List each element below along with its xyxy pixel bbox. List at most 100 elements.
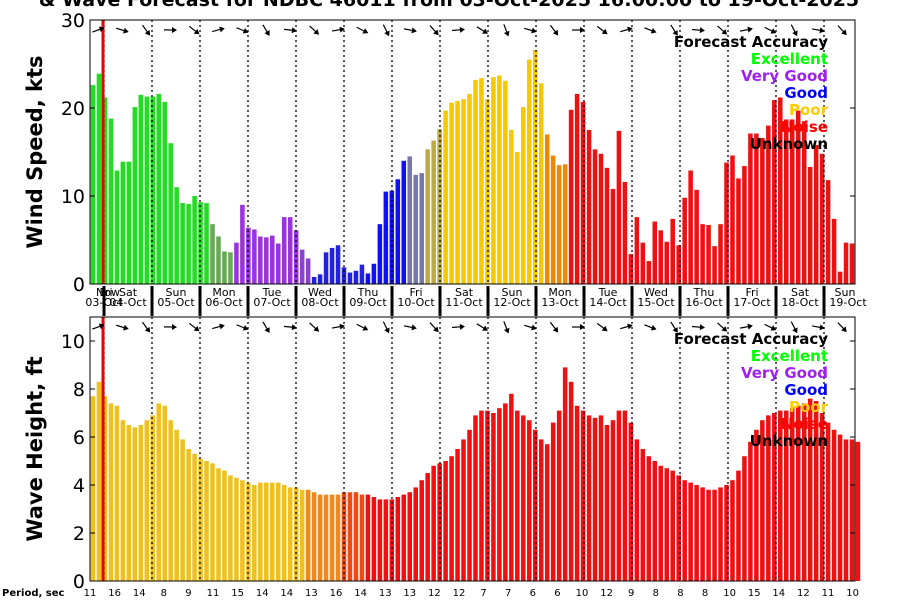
wind-bar bbox=[784, 119, 789, 284]
wind-bar bbox=[538, 83, 544, 284]
wave-bar bbox=[138, 425, 144, 581]
date-label: 08-Oct bbox=[301, 296, 339, 309]
wave-bar bbox=[359, 494, 365, 581]
wave-bar bbox=[628, 422, 634, 581]
date-label: 12-Oct bbox=[493, 296, 531, 309]
wind-bar bbox=[264, 237, 269, 284]
y-tick-label: 10 bbox=[61, 186, 85, 208]
wave-bar bbox=[419, 480, 424, 581]
wave-bar bbox=[724, 485, 729, 581]
date-separator bbox=[438, 286, 442, 316]
wind-direction-arrow bbox=[382, 321, 390, 334]
wave-bar bbox=[180, 439, 185, 581]
wind-direction-arrow bbox=[236, 27, 249, 34]
wind-bar bbox=[622, 181, 628, 284]
wave-bar bbox=[455, 449, 460, 581]
wind-bar bbox=[275, 243, 281, 284]
wave-bar bbox=[264, 482, 269, 581]
wind-bar bbox=[299, 249, 305, 284]
date-label: 06-Oct bbox=[205, 296, 243, 309]
wave-bar bbox=[646, 456, 652, 581]
wave-bar bbox=[580, 410, 586, 581]
wave-bar bbox=[682, 480, 687, 581]
wave-bar bbox=[335, 494, 341, 581]
wave-bar bbox=[556, 410, 562, 581]
wind-direction-arrow bbox=[283, 324, 297, 331]
day-name-label: Fri bbox=[409, 286, 422, 299]
wave-bar bbox=[270, 482, 275, 581]
wind-direction-arrow bbox=[451, 323, 465, 330]
period-value: 14 bbox=[280, 588, 293, 599]
period-value: 12 bbox=[428, 588, 441, 599]
wave-bar bbox=[485, 410, 490, 581]
wind-bar bbox=[132, 107, 138, 285]
wave-bar bbox=[700, 487, 705, 581]
wave-bar bbox=[186, 449, 191, 581]
wave-bar bbox=[819, 413, 825, 581]
wave-bar bbox=[527, 420, 532, 581]
wind-direction-arrow bbox=[549, 24, 559, 36]
wind-direction-arrow bbox=[837, 322, 847, 333]
wave-bar bbox=[574, 405, 580, 581]
wind-direction-arrow bbox=[262, 321, 270, 334]
wind-bar bbox=[270, 235, 275, 284]
wind-bar bbox=[532, 49, 538, 284]
wind-bar bbox=[766, 125, 771, 284]
wave-bar bbox=[736, 470, 741, 581]
legend-item: Unknown bbox=[750, 432, 828, 450]
wind-bar bbox=[425, 149, 430, 284]
wind-direction-arrow bbox=[309, 25, 320, 35]
wind-direction-arrow bbox=[476, 26, 488, 34]
day-name-label: Wed bbox=[308, 286, 332, 299]
wave-bar bbox=[532, 429, 538, 581]
date-separator bbox=[150, 286, 154, 316]
wave-bar bbox=[222, 470, 227, 581]
wind-direction-arrow bbox=[309, 322, 320, 332]
wave-bar bbox=[843, 439, 849, 581]
wind-direction-arrow bbox=[549, 321, 559, 333]
wave-bar bbox=[293, 487, 299, 581]
date-label: 09-Oct bbox=[349, 296, 387, 309]
wave-bar bbox=[96, 381, 102, 581]
wave-bar bbox=[712, 489, 717, 581]
y-axis-label: Wind Speed, kts bbox=[23, 55, 47, 248]
period-value: 13 bbox=[379, 588, 392, 599]
wind-bar bbox=[305, 258, 311, 284]
wave-bar bbox=[473, 415, 478, 581]
period-value: 12 bbox=[600, 588, 613, 599]
wind-bar bbox=[383, 191, 389, 284]
wind-bar bbox=[544, 134, 550, 284]
wind-direction-arrow bbox=[837, 25, 847, 36]
wind-bar bbox=[461, 99, 466, 284]
period-value: 14 bbox=[772, 588, 785, 599]
wind-bar bbox=[186, 203, 191, 284]
wind-bar bbox=[670, 218, 675, 284]
legend-item: Poor bbox=[789, 101, 829, 119]
wave-bar bbox=[275, 482, 281, 581]
wind-bar bbox=[742, 166, 747, 284]
day-name-label: Sun bbox=[835, 286, 856, 299]
wind-bar bbox=[503, 80, 508, 284]
period-value: 8 bbox=[161, 588, 167, 599]
wind-bar bbox=[807, 166, 813, 284]
wind-bar bbox=[574, 93, 580, 284]
period-value: 15 bbox=[748, 588, 761, 599]
wave-bar bbox=[341, 492, 347, 581]
plot-frame bbox=[89, 316, 856, 582]
wind-bar bbox=[640, 242, 646, 284]
wave-bar bbox=[240, 480, 245, 581]
day-name-label: Sun bbox=[166, 286, 187, 299]
wave-bar bbox=[371, 497, 377, 581]
wind-bar bbox=[413, 174, 418, 284]
date-label: 05-Oct bbox=[157, 296, 195, 309]
wave-bar bbox=[479, 410, 484, 581]
wave-bar bbox=[515, 410, 520, 581]
now-label: Now bbox=[96, 286, 120, 299]
wave-bar bbox=[801, 403, 807, 581]
wind-bar bbox=[736, 178, 741, 284]
wave-bar bbox=[789, 408, 795, 581]
wind-direction-arrow bbox=[283, 27, 297, 34]
wind-bar bbox=[479, 78, 484, 284]
wind-bar bbox=[592, 149, 598, 284]
wind-bar bbox=[724, 162, 729, 284]
